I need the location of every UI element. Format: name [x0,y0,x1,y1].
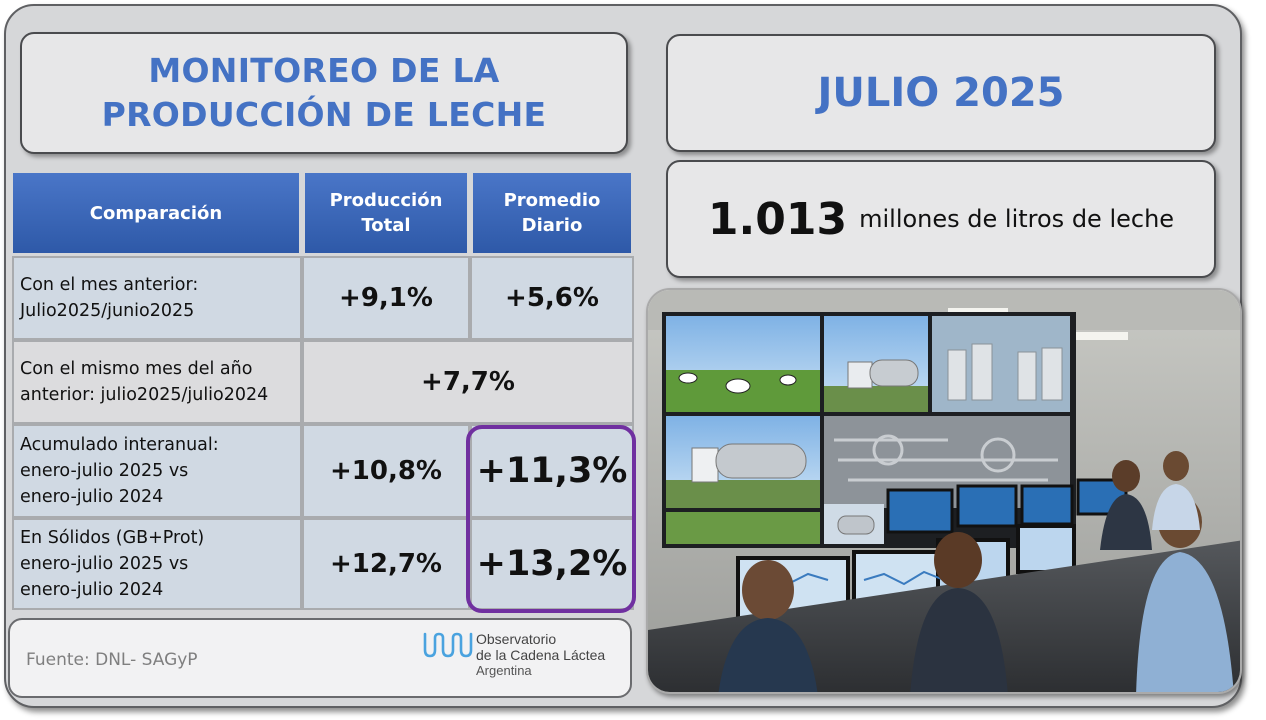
row2-merged-value: +7,7% [421,367,515,397]
row1-daily-cell: +5,6% [470,256,634,340]
row-label-acumulado: Acumulado interanual: enero-julio 2025 vs… [12,424,302,518]
period-label: JULIO 2025 [817,70,1065,116]
row1-total-value: +9,1% [339,283,433,313]
header-col3-line2: Diario [521,215,583,236]
total-value: 1.013 [707,193,848,245]
row1-daily-value: +5,6% [505,283,599,313]
row3-total-value: +10,8% [330,456,442,486]
video-wall [662,312,1076,548]
row4-label-line3: enero-julio 2024 [20,580,164,600]
source-text: Fuente: DNL- SAGyP [26,650,198,670]
total-unit: millones de litros de leche [859,205,1175,233]
title-line-2: PRODUCCIÓN DE LECHE [101,95,547,134]
total-box: 1.013 millones de litros de leche [666,160,1216,278]
header-promedio-diario: Promedio Diario [470,170,634,256]
header-comparacion: Comparación [10,170,302,256]
row4-daily-value: +13,2% [476,544,628,584]
row3-total-cell: +10,8% [302,424,470,518]
row3-label-line3: enero-julio 2024 [20,487,164,507]
header-produccion-total: Producción Total [302,170,470,256]
logo-line-1: Observatorio [476,631,557,647]
row-label-solidos: En Sólidos (GB+Prot) enero-julio 2025 vs e… [12,518,302,610]
header-produccion-total-label: Producción Total [330,188,443,238]
row2-label-line2: anterior: julio2025/julio2024 [20,385,269,405]
logo-line-2: de la Cadena Láctea [476,647,606,663]
row-label-mismo-mes: Con el mismo mes del año anterior: julio2… [12,340,302,424]
row1-label-line2: Julio2025/junio2025 [20,301,195,321]
row1-label-line1: Con el mes anterior: [20,275,199,295]
observatorio-logo-icon [423,632,473,658]
row1-total-cell: +9,1% [302,256,470,340]
row3-label-line2: enero-julio 2025 vs [20,461,189,481]
row4-total-value: +12,7% [330,549,442,579]
highlight-outline [466,425,636,613]
source-box: Fuente: DNL- SAGyP Observatorio de la Ca… [8,618,632,698]
logo-line-3: Argentina [476,663,532,678]
title-box: MONITOREO DE LA PRODUCCIÓN DE LECHE [20,32,628,154]
row4-daily-cell: +13,2% [470,518,634,610]
title-line-1: MONITOREO DE LA [148,51,500,90]
row4-label-line1: En Sólidos (GB+Prot) [20,528,205,548]
control-room-illustration [648,290,1240,692]
row3-daily-cell: +11,3% [470,424,634,518]
header-col2-line1: Producción [329,190,443,211]
row-label-mes-anterior: Con el mes anterior: Julio2025/junio2025 [12,256,302,340]
control-room-photo [646,288,1242,694]
operators [718,451,1234,692]
period-box: JULIO 2025 [666,34,1216,152]
header-promedio-diario-label: Promedio Diario [504,188,601,238]
row3-label-line1: Acumulado interanual: [20,435,219,455]
row2-merged-cell: +7,7% [302,340,634,424]
header-col2-line2: Total [361,215,411,236]
row4-label-line2: enero-julio 2025 vs [20,554,189,574]
header-comparacion-label: Comparación [89,202,223,224]
header-col3-line1: Promedio [503,190,601,211]
row2-label-line1: Con el mismo mes del año [20,359,253,379]
page-title: MONITOREO DE LA PRODUCCIÓN DE LECHE [102,49,547,137]
row3-daily-value: +11,3% [476,451,628,491]
row4-total-cell: +12,7% [302,518,470,610]
